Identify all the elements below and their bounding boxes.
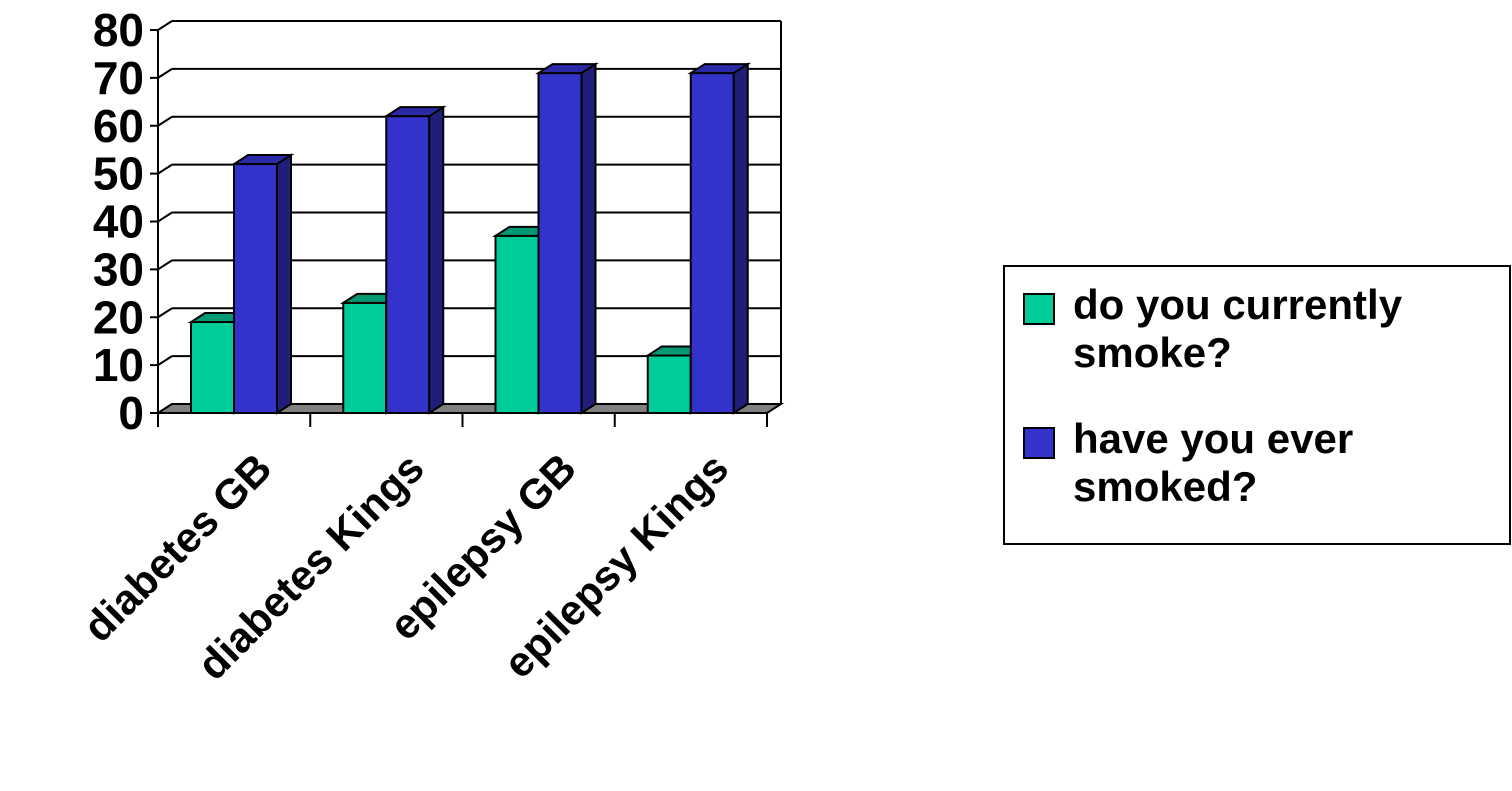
axes [150,29,768,427]
gridline-side [157,307,173,319]
gridline-side [157,115,173,127]
bar-top [535,63,599,75]
bar [230,153,295,415]
bar [382,105,447,415]
bar-front [689,72,735,415]
bar-front [537,72,583,415]
legend-label-ever-smoked: have you ever smoked? [1073,415,1354,510]
bar-side [732,62,749,415]
bar-front [233,163,278,414]
legend-swatch-current-smoker [1023,293,1055,325]
y-tick-label: 20 [93,291,144,343]
bar-side [276,153,292,415]
gridline-side [157,68,173,79]
y-tick-label: 70 [93,52,144,104]
bar [535,62,599,415]
gridline-side [157,355,173,366]
y-tick-label: 30 [93,243,144,295]
bars [187,62,752,415]
y-tick-label: 10 [93,339,144,391]
legend-label-current-smoker: do you currently smoke? [1073,281,1403,376]
bar-front [342,301,388,415]
y-tick-label: 0 [118,387,144,439]
bar-front [190,321,235,415]
bar-top [687,63,752,75]
bar-front [385,115,431,415]
y-tick-label: 80 [93,4,144,56]
gridline-side [157,211,173,223]
y-tick-label: 40 [93,196,144,248]
gridline-side [157,20,173,31]
bar-side [580,62,597,415]
bar-front [494,234,540,414]
y-tick-label: 60 [93,100,144,152]
bar-front [646,354,692,414]
gridline-side [157,259,173,271]
bar-side [428,105,445,415]
gridline-side [157,163,173,175]
legend: do you currently smoke? have you ever sm… [1003,265,1511,545]
bar-top [230,154,295,166]
bar-top [382,106,447,118]
bar [687,62,752,415]
y-tick-label: 50 [93,148,144,200]
legend-swatch-ever-smoked [1023,427,1055,459]
